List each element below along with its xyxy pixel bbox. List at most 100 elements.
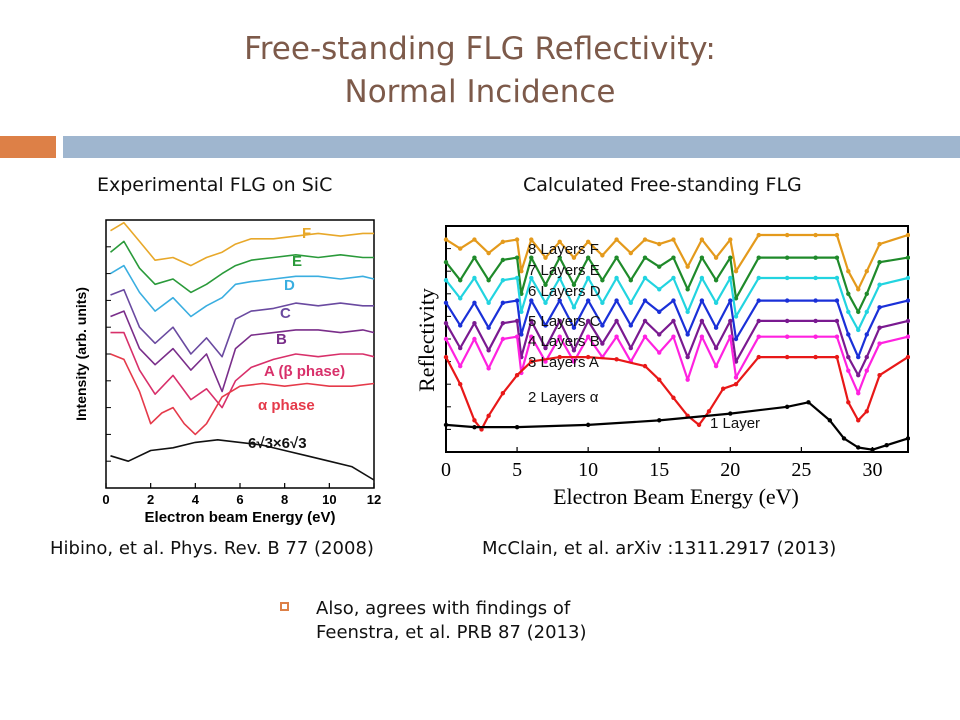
data-point [657,418,662,423]
data-point [877,341,882,346]
data-point [458,246,463,251]
data-point [642,363,648,369]
series-label: 6√3×6√3 [248,435,307,452]
data-point [585,422,591,428]
data-point [557,334,562,339]
bullet-line1: Also, agrees with findings of [316,598,571,619]
data-point [784,318,790,324]
data-point [458,382,463,387]
data-point [699,237,705,242]
data-point [784,298,790,303]
series-label: 2 Layers α [528,389,599,406]
data-point [813,275,818,281]
title-divider-bar [63,136,960,158]
series-label: α phase [258,397,315,414]
series-line-1 [445,256,909,313]
data-point [685,354,690,360]
data-point [699,255,705,260]
data-point [846,354,851,360]
data-point [756,298,761,303]
data-point [671,275,676,281]
data-point [472,424,477,430]
data-point [519,309,524,315]
x-tick-label: 8 [281,492,288,507]
series-label: F [302,225,311,242]
data-point [642,334,648,339]
data-point [458,345,463,351]
data-point [543,345,548,351]
data-point [856,418,861,423]
data-point [529,237,534,242]
data-point [628,300,633,306]
data-point [486,366,491,371]
x-tick-label: 20 [720,459,740,481]
data-point [813,334,818,339]
data-point [834,318,840,324]
data-point [699,298,705,303]
data-point [864,309,869,315]
data-point [500,391,506,396]
data-point [614,237,619,242]
data-point [864,354,869,360]
series-line-7 [445,401,909,451]
data-point [856,445,861,450]
data-point [728,411,733,416]
data-point [628,323,633,328]
slide-title: Free-standing FLG Reflectivity: Normal I… [0,28,960,114]
data-point [600,300,605,306]
data-point [472,255,477,260]
x-tick-label: 25 [791,459,811,481]
data-point [557,255,562,260]
data-point [657,309,662,315]
data-point [713,345,719,351]
data-point [905,232,910,238]
x-tick-label: 30 [862,459,882,481]
data-point [614,318,619,324]
data-point [856,287,861,292]
x-tick-label: 10 [578,459,598,481]
x-tick-label: 0 [441,459,451,481]
x-tick-label: 6 [236,492,243,507]
data-point [713,278,719,283]
data-point [827,418,833,423]
data-point [519,269,524,274]
series-line-1 [109,240,374,294]
data-point [713,300,719,306]
series-line-2 [110,264,375,318]
data-point [571,305,577,310]
data-point [756,232,761,238]
data-point [721,386,726,391]
data-point [657,350,662,355]
data-point [784,275,790,281]
data-point [877,325,882,330]
data-point [856,354,861,360]
x-axis-label: Electron Beam Energy (eV) [553,484,799,509]
x-tick-label: 2 [147,492,154,507]
data-point [600,278,605,283]
data-point [514,318,520,324]
series-label: 4 Layers B [528,333,600,350]
data-point [443,278,449,283]
data-point [500,320,506,326]
data-point [543,255,548,260]
data-point [834,334,840,339]
x-tick-label: 0 [102,492,109,507]
data-point [905,275,910,281]
data-point [870,447,875,452]
data-point [486,325,491,330]
data-point [834,275,840,281]
data-point [543,282,548,287]
data-point [784,232,790,238]
data-point [685,377,690,382]
data-point [877,282,882,287]
data-point [472,336,477,342]
data-point [728,334,733,339]
data-point [756,334,761,339]
data-point [877,305,882,310]
data-point [585,275,591,281]
data-point [614,298,619,303]
data-point [585,239,591,245]
data-point [856,309,861,315]
data-point [557,239,562,245]
series-label: 7 Layers E [528,262,600,279]
